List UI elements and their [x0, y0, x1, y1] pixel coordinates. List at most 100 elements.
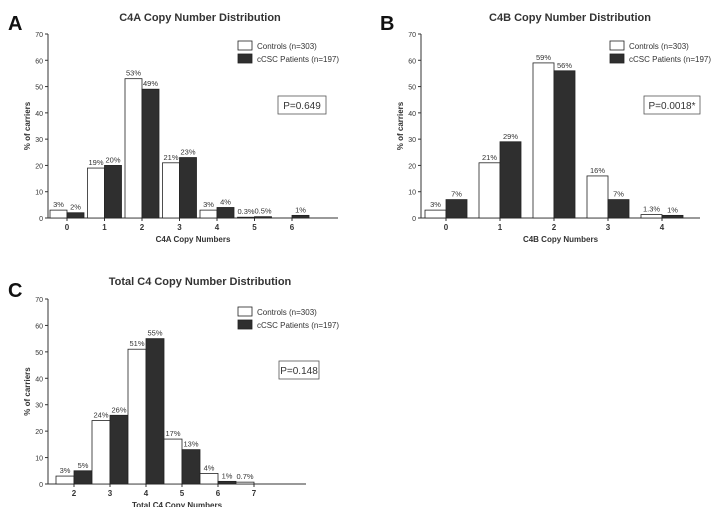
y-tick-label: 40 — [408, 111, 416, 118]
bar-value-label: 5% — [78, 461, 89, 470]
x-tick-label: 5 — [252, 223, 257, 232]
x-tick-label: 2 — [140, 223, 145, 232]
bar-controls — [478, 162, 501, 219]
y-tick-label: 10 — [35, 456, 43, 463]
p-value-box — [643, 95, 701, 115]
bar-controls — [199, 209, 218, 219]
y-tick-label: 30 — [35, 137, 43, 144]
x-tick-label: 2 — [552, 223, 557, 232]
x-tick-label: 3 — [177, 223, 182, 232]
bar-patients — [141, 88, 160, 219]
bar-value-label: 21% — [163, 153, 178, 162]
y-tick-label: 60 — [35, 323, 43, 330]
p-value-text: P=0.649 — [283, 101, 321, 112]
x-tick-label: 4 — [215, 223, 220, 232]
bar-value-label: 20% — [105, 155, 120, 164]
y-tick-label: 40 — [35, 111, 43, 118]
chart-title: C4B Copy Number Distribution — [489, 12, 651, 24]
panel-letter: C — [8, 280, 22, 302]
bar-controls — [87, 167, 105, 219]
y-tick-label: 70 — [35, 297, 43, 304]
p-value-text: P=0.0018* — [649, 101, 696, 112]
bar-patients — [445, 199, 468, 219]
bar-value-label: 3% — [430, 200, 441, 209]
x-tick-label: 1 — [102, 223, 107, 232]
bar-value-label: 16% — [590, 166, 605, 175]
bar-patients — [291, 214, 310, 219]
bar-controls — [127, 348, 147, 485]
x-axis-label: C4A Copy Numbers — [156, 235, 231, 244]
bar-controls — [162, 162, 180, 219]
y-tick-label: 0 — [39, 216, 43, 223]
bar-value-label: 23% — [180, 148, 195, 157]
bar-patients — [499, 141, 522, 219]
y-tick-label: 0 — [412, 216, 416, 223]
legend-label: Controls (n=303) — [629, 42, 689, 51]
p-value-box — [277, 95, 327, 115]
bar-value-label: 0.7% — [236, 472, 253, 481]
x-axis-label: Total C4 Copy Numbers — [132, 501, 223, 507]
y-tick-label: 20 — [35, 163, 43, 170]
bar-value-label: 7% — [613, 190, 624, 199]
x-tick-label: 2 — [72, 489, 77, 498]
bar-controls — [91, 420, 111, 485]
legend-label: cCSC Patients (n=197) — [629, 55, 711, 64]
bar-value-label: 4% — [220, 197, 231, 206]
legend-label: cCSC Patients (n=197) — [257, 321, 339, 330]
x-axis-label: C4B Copy Numbers — [523, 235, 599, 244]
bar-patients — [104, 165, 122, 219]
bar-controls — [55, 475, 75, 485]
bar-patients — [553, 70, 576, 219]
bar-controls — [124, 78, 143, 219]
x-tick-label: 0 — [65, 223, 70, 232]
bar-value-label: 1% — [667, 205, 678, 214]
bar-value-label: 3% — [60, 466, 71, 475]
bar-value-label: 55% — [147, 329, 162, 338]
bar-patients — [254, 216, 272, 219]
x-tick-label: 6 — [216, 489, 221, 498]
x-tick-label: 3 — [108, 489, 113, 498]
y-axis-label: % of carriers — [23, 101, 32, 150]
legend-swatch-controls — [237, 306, 253, 317]
y-tick-label: 60 — [408, 58, 416, 65]
bar-value-label: 19% — [88, 158, 103, 167]
y-axis-label: % of carriers — [23, 367, 32, 416]
bar-value-label: 7% — [451, 190, 462, 199]
bar-value-label: 26% — [111, 405, 126, 414]
x-tick-label: 4 — [144, 489, 149, 498]
panel-b: B C4B Copy Number Distribution01020304050… — [380, 12, 711, 244]
legend-swatch-patients — [237, 53, 253, 64]
panel-letter: B — [380, 13, 394, 35]
bar-value-label: 3% — [203, 200, 214, 209]
bar-value-label: 51% — [129, 339, 144, 348]
bar-patients — [145, 338, 165, 485]
panel-a: A C4A Copy Number Distribution01020304050… — [8, 12, 339, 244]
x-tick-label: 1 — [498, 223, 503, 232]
bar-controls — [237, 216, 255, 219]
y-tick-label: 50 — [408, 85, 416, 92]
bar-controls — [199, 473, 219, 485]
y-tick-label: 70 — [35, 32, 43, 39]
bar-patients — [217, 480, 237, 485]
y-tick-label: 60 — [35, 58, 43, 65]
bar-controls — [424, 209, 447, 219]
bar-value-label: 21% — [482, 153, 497, 162]
y-axis-label: % of carriers — [396, 101, 405, 150]
bar-value-label: 4% — [204, 463, 215, 472]
p-value-text: P=0.148 — [280, 366, 318, 377]
bar-value-label: 1% — [295, 205, 306, 214]
legend-swatch-controls — [237, 40, 253, 51]
x-tick-label: 7 — [252, 489, 257, 498]
y-tick-label: 0 — [39, 482, 43, 489]
y-tick-label: 20 — [35, 429, 43, 436]
legend-swatch-controls — [609, 40, 625, 51]
bar-value-label: 0.3% — [237, 207, 254, 216]
bar-value-label: 59% — [536, 53, 551, 62]
bar-value-label: 56% — [557, 61, 572, 70]
bar-controls — [235, 481, 255, 485]
bar-value-label: 24% — [93, 411, 108, 420]
y-tick-label: 40 — [35, 376, 43, 383]
bar-value-label: 1% — [222, 471, 233, 480]
p-value-box — [278, 360, 320, 380]
panel-c: C Total C4 Copy Number Distribution 0 10 20 3… — [8, 276, 339, 507]
